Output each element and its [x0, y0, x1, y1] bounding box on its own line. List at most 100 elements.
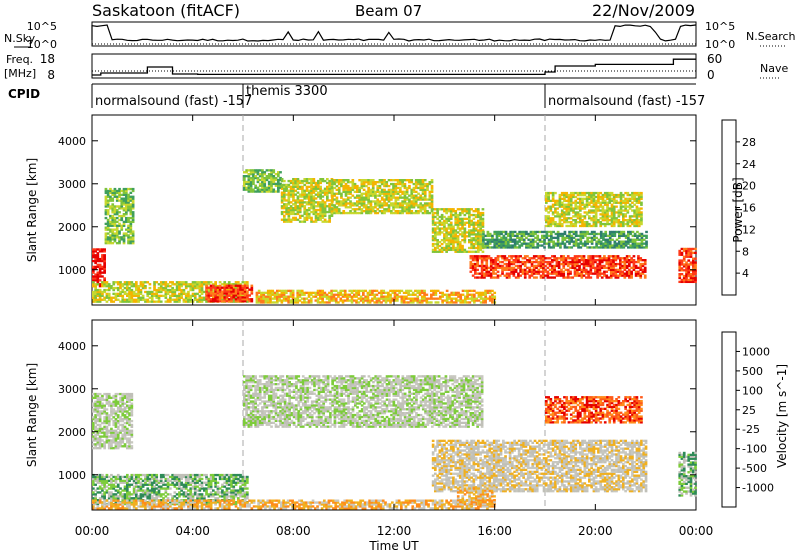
echo-cell [125, 209, 128, 212]
echo-cell [184, 285, 188, 288]
date-title: 22/Nov/2009 [592, 1, 695, 20]
echo-cell [635, 197, 639, 201]
echo-cell [400, 289, 404, 293]
echo-cell [485, 274, 489, 277]
echo-cell [200, 300, 204, 303]
echo-cell [92, 423, 95, 427]
echo-cell [516, 236, 519, 240]
echo-cell [307, 201, 311, 204]
echo-cell [485, 260, 489, 264]
echo-cell [412, 204, 416, 207]
colorbar-tick-label: 28 [742, 136, 756, 149]
echo-cell [260, 291, 263, 295]
echo-cell [225, 298, 229, 301]
echo-cell [642, 246, 646, 249]
echo-cell [321, 205, 325, 208]
echo-cell [526, 270, 529, 273]
echo-cell [278, 293, 281, 296]
echo-cell [445, 233, 448, 236]
echo-cell [454, 229, 458, 232]
echo-cell [434, 242, 437, 246]
echo-cell [348, 289, 352, 293]
echo-cell [565, 236, 569, 240]
echo-cell [626, 209, 630, 212]
echo-cell [438, 241, 442, 244]
echo-cell [522, 238, 526, 241]
echo-cell [267, 180, 271, 184]
echo-cell [303, 201, 307, 204]
echo-cell [125, 191, 128, 195]
echo-cell [382, 291, 386, 295]
echo-cell [292, 181, 295, 185]
echo-cell [479, 239, 482, 242]
echo-cell [434, 246, 437, 250]
echo-cell [314, 181, 318, 185]
echo-cell [484, 297, 487, 300]
echo-cell [619, 259, 622, 262]
echo-cell [340, 182, 343, 186]
echo-cell [369, 206, 373, 209]
echo-cell [349, 200, 352, 203]
echo-cell [420, 299, 424, 302]
echo-cell [319, 181, 322, 185]
echo-cell [333, 211, 336, 215]
echo-cell [628, 270, 631, 273]
echo-cell [367, 190, 370, 194]
echo-cell [591, 257, 595, 260]
echo-cell [567, 209, 571, 212]
echo-cell [530, 268, 534, 272]
echo-cell [335, 179, 339, 182]
echo-cell [564, 268, 568, 272]
echo-cell [440, 223, 444, 226]
echo-cell [376, 208, 380, 211]
echo-cell [365, 179, 368, 182]
echo-cell [214, 296, 217, 299]
echo-cell [470, 289, 474, 293]
echo-cell [560, 270, 563, 273]
echo-cell [261, 176, 264, 180]
echo-cell [588, 215, 591, 218]
echo-cell [319, 297, 322, 300]
echo-cell [436, 221, 439, 224]
echo-cell [394, 206, 398, 209]
echo-cell [292, 212, 295, 216]
echo-cell [486, 297, 490, 300]
echo-cell [452, 210, 455, 213]
echo-cell [243, 186, 246, 189]
echo-cell [367, 186, 370, 190]
echo-cell [588, 232, 592, 236]
echo-cell [572, 224, 575, 228]
echo-cell [449, 225, 453, 228]
echo-cell [280, 195, 284, 198]
echo-cell [505, 259, 509, 262]
echo-cell [562, 264, 566, 268]
echo-cell [98, 273, 102, 276]
echo-cell [380, 179, 384, 182]
echo-cell [305, 210, 309, 214]
echo-cell [367, 200, 370, 203]
echo-cell [287, 208, 291, 212]
echo-cell [472, 227, 476, 230]
echo-cell [129, 224, 133, 227]
echo-cell [274, 190, 278, 193]
echo-cell [545, 242, 549, 245]
echo-cell [353, 184, 357, 188]
echo-cell [360, 202, 364, 205]
echo-cell [103, 271, 106, 274]
echo-cell [557, 274, 561, 277]
echo-cell [127, 242, 130, 245]
echo-cell [214, 298, 217, 301]
echo-cell [621, 257, 624, 260]
echo-cell [603, 203, 607, 206]
echo-cell [155, 292, 159, 296]
echo-cell [571, 259, 575, 262]
echo-cell [316, 293, 320, 296]
echo-cell [428, 198, 432, 201]
echo-cell [563, 232, 567, 236]
echo-cell [562, 260, 566, 264]
echo-cell [146, 300, 150, 303]
echo-cell [574, 230, 578, 234]
echo-cell [628, 197, 632, 201]
echo-cell [274, 176, 278, 180]
echo-cell [590, 199, 593, 203]
